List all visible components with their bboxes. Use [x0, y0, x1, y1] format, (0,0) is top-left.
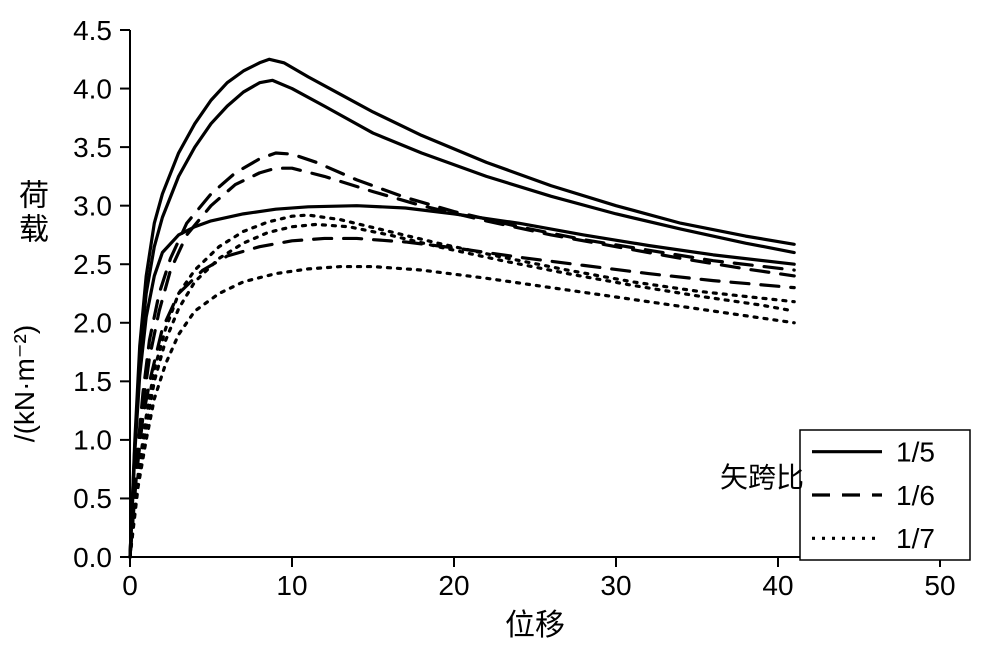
svg-text:2.5: 2.5	[73, 249, 112, 280]
svg-text:矢跨比: 矢跨比	[720, 462, 804, 494]
svg-text:3.0: 3.0	[73, 190, 112, 221]
svg-text:2.0: 2.0	[73, 308, 112, 339]
svg-text:1/6: 1/6	[896, 480, 935, 511]
svg-text:1/5: 1/5	[896, 436, 935, 467]
svg-text:20: 20	[438, 570, 469, 601]
svg-text:4.5: 4.5	[73, 15, 112, 46]
svg-text:40: 40	[762, 570, 793, 601]
svg-text:位移: 位移	[505, 609, 565, 642]
svg-text:0.5: 0.5	[73, 483, 112, 514]
svg-text:1.0: 1.0	[73, 425, 112, 456]
svg-text:50: 50	[924, 570, 955, 601]
svg-text:载: 载	[19, 214, 49, 247]
svg-text:1/7: 1/7	[896, 523, 935, 554]
line-chart: 0 10 20 30 40 50 0.0 0.5 1.0 1.5 2.0 2.5 3.0 3.5 4.0 4.…	[0, 0, 1000, 647]
svg-text:0: 0	[122, 570, 138, 601]
svg-text:荷: 荷	[19, 180, 49, 213]
svg-text:30: 30	[600, 570, 631, 601]
svg-text:3.5: 3.5	[73, 132, 112, 163]
svg-text:10: 10	[276, 570, 307, 601]
svg-text:1.5: 1.5	[73, 366, 112, 397]
chart-container: 0 10 20 30 40 50 0.0 0.5 1.0 1.5 2.0 2.5 3.0 3.5 4.0 4.…	[0, 0, 1000, 647]
svg-text:0.0: 0.0	[73, 542, 112, 573]
svg-text:/(kN·m⁻²): /(kN·m⁻²)	[9, 325, 40, 442]
svg-text:4.0: 4.0	[73, 73, 112, 104]
